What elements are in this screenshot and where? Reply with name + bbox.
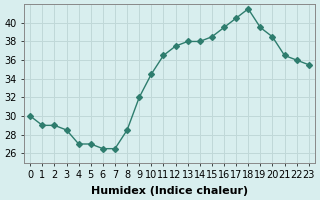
- X-axis label: Humidex (Indice chaleur): Humidex (Indice chaleur): [91, 186, 248, 196]
